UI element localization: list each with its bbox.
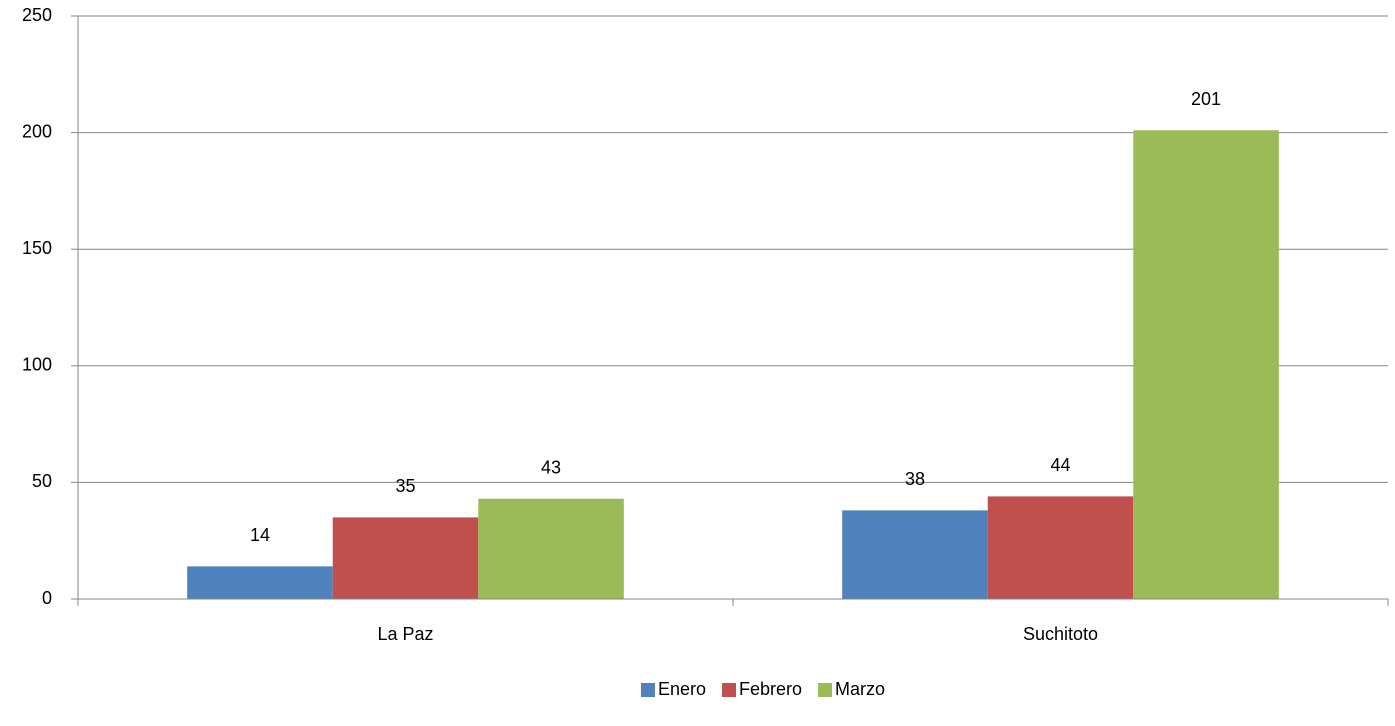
- data-label: 35: [395, 476, 415, 496]
- y-tick-label: 100: [22, 355, 52, 375]
- bar: [842, 510, 988, 599]
- y-tick-label: 150: [22, 238, 52, 258]
- bar: [332, 517, 479, 599]
- y-tick-label: 250: [22, 5, 52, 25]
- x-tick-label: Suchitoto: [1023, 624, 1098, 644]
- data-label: 14: [250, 525, 270, 545]
- legend-swatch: [722, 683, 736, 697]
- data-label: 44: [1050, 455, 1070, 475]
- bar: [1133, 130, 1279, 599]
- y-tick-label: 50: [32, 471, 52, 491]
- x-tick-label: La Paz: [377, 624, 433, 644]
- bar: [987, 496, 1134, 599]
- data-label: 43: [541, 457, 561, 477]
- legend-label: Enero: [658, 679, 706, 699]
- bar: [478, 498, 624, 599]
- legend-swatch: [818, 683, 833, 697]
- y-tick-label: 0: [42, 588, 52, 608]
- legend-swatch: [640, 683, 655, 697]
- legend-label: Marzo: [835, 679, 885, 699]
- data-label: 201: [1191, 89, 1221, 109]
- legend-label: Febrero: [739, 679, 802, 699]
- legend: Enero Febrero Marzo: [640, 679, 885, 699]
- y-tick-label: 200: [22, 121, 52, 141]
- data-label: 38: [905, 469, 925, 489]
- bar: [187, 566, 333, 599]
